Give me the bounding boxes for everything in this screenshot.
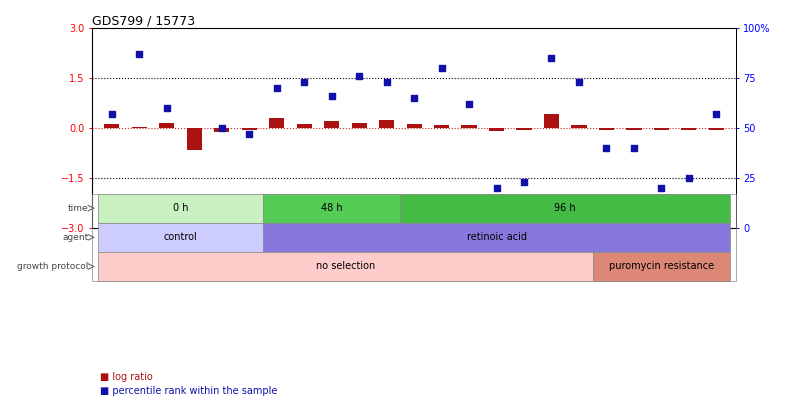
Bar — [378, 120, 393, 128]
Bar — [461, 125, 476, 128]
Bar — [269, 118, 283, 128]
Point — [627, 145, 640, 151]
Point — [407, 95, 420, 102]
Point — [353, 73, 365, 80]
Point — [297, 79, 310, 85]
Point — [215, 125, 228, 132]
Point — [380, 79, 393, 85]
Bar — [104, 124, 119, 128]
Bar — [324, 121, 339, 128]
Text: ■ log ratio: ■ log ratio — [100, 372, 153, 382]
Bar — [296, 124, 312, 128]
Text: time: time — [67, 204, 88, 213]
Bar — [544, 114, 558, 128]
Point — [682, 175, 695, 181]
Text: 48 h: 48 h — [320, 203, 342, 213]
Point — [105, 111, 118, 117]
Text: agent: agent — [62, 233, 88, 242]
Point — [709, 111, 722, 117]
Bar — [186, 128, 202, 150]
Point — [434, 65, 447, 72]
Text: 0 h: 0 h — [173, 203, 188, 213]
Point — [572, 79, 585, 85]
Point — [654, 185, 667, 192]
Text: retinoic acid: retinoic acid — [466, 232, 526, 242]
Point — [599, 145, 612, 151]
Text: puromycin resistance: puromycin resistance — [608, 262, 713, 271]
Point — [462, 101, 475, 108]
Bar — [598, 128, 613, 130]
Bar — [241, 128, 256, 130]
Text: 96 h: 96 h — [554, 203, 575, 213]
Point — [517, 179, 530, 185]
Bar — [571, 125, 586, 128]
Text: GDS799 / 15773: GDS799 / 15773 — [92, 14, 195, 27]
Text: no selection: no selection — [316, 262, 374, 271]
Text: control: control — [163, 232, 197, 242]
Bar — [434, 125, 449, 128]
Bar — [626, 128, 641, 130]
Bar — [516, 128, 531, 130]
Bar — [680, 128, 695, 130]
Text: ■ percentile rank within the sample: ■ percentile rank within the sample — [100, 386, 278, 396]
Text: growth protocol: growth protocol — [17, 262, 88, 271]
Point — [132, 51, 145, 58]
Bar — [214, 128, 229, 132]
Bar — [159, 124, 174, 128]
Point — [160, 105, 173, 112]
Bar — [708, 128, 723, 130]
Point — [490, 185, 503, 192]
Bar — [653, 128, 668, 130]
Bar — [351, 124, 366, 128]
Point — [270, 85, 283, 92]
Point — [187, 215, 200, 222]
Bar — [488, 128, 503, 131]
Point — [544, 55, 557, 62]
Bar — [406, 124, 421, 128]
Point — [324, 93, 337, 100]
Bar — [132, 127, 147, 128]
Point — [243, 131, 255, 138]
